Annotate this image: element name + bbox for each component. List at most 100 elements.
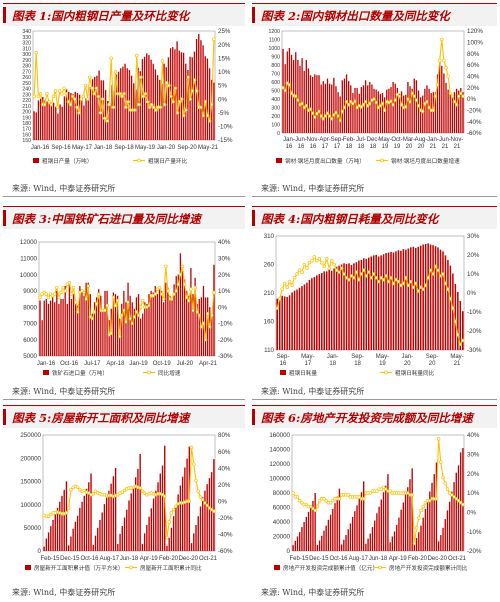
line-point (406, 283, 411, 288)
line-point (158, 105, 163, 110)
line-point (317, 498, 322, 503)
bar (308, 279, 311, 350)
combo-chart-1: 1501601701801902002102202302402502602702… (22, 28, 233, 165)
line-point (291, 491, 295, 495)
line-point (372, 97, 376, 101)
bar (103, 504, 106, 551)
bar (307, 68, 310, 133)
bar (323, 530, 325, 551)
bar (202, 45, 204, 141)
bar (335, 86, 337, 133)
line-point (277, 296, 282, 301)
legend: 粗钢日耗量 粗钢日耗量同比 (280, 369, 435, 377)
bar (356, 87, 358, 133)
legend-swatch-bar (33, 158, 39, 163)
bar (104, 290, 106, 356)
y-tick-label: 120000 (269, 461, 290, 468)
x-tick-label: 19 (379, 361, 386, 367)
y2-tick-label: -30% (218, 353, 233, 360)
line-point (308, 504, 313, 509)
line-point (124, 320, 128, 324)
bar (91, 313, 94, 356)
bar (432, 92, 434, 133)
x-tick-label: May- (450, 354, 463, 360)
bar (281, 295, 283, 350)
line-point (205, 113, 210, 118)
line-point (283, 88, 287, 93)
bar (333, 77, 335, 133)
bar (81, 501, 83, 551)
bar (141, 543, 144, 551)
line-point (203, 100, 208, 104)
line-point (161, 297, 166, 301)
bar (387, 474, 389, 551)
line-point (87, 75, 92, 80)
chart-title-text-6: 房地产开发投资完成额及同比增速 (300, 411, 473, 425)
line-point (171, 100, 175, 104)
bar (461, 311, 464, 350)
bar (453, 92, 456, 133)
bar (407, 82, 409, 133)
line-point (195, 310, 199, 314)
bar (172, 516, 175, 551)
line-point (446, 287, 450, 291)
bar (126, 509, 128, 551)
line-point (394, 277, 398, 282)
line-point (49, 512, 53, 517)
y-tick-label: 80000 (273, 490, 291, 497)
line-point (327, 114, 332, 118)
divider-3 (3, 399, 245, 400)
bar (395, 251, 397, 350)
line-point (347, 277, 351, 282)
line-point (200, 497, 205, 502)
bar (435, 462, 438, 551)
y-tick-label: 600 (271, 80, 280, 86)
line-point (154, 108, 158, 112)
bar (52, 519, 54, 551)
line-point (324, 257, 329, 261)
combo-chart-2: 0 100 200 300 400 500 600 700 800 900 1000 1100 1200… (268, 28, 483, 165)
x-tick-label: Dec-15 (60, 556, 80, 562)
line-point (170, 297, 174, 301)
line-point (94, 302, 99, 306)
chart-header-3: 图表 3:中国铁矿石进口量及同比增速 (3, 206, 245, 229)
line-point (319, 114, 323, 118)
bar (449, 92, 451, 133)
line-point (167, 520, 171, 524)
line-point (386, 279, 391, 284)
x-tick-label: Sep-16 (51, 145, 71, 151)
bar (44, 100, 46, 140)
bar (81, 98, 83, 140)
x-tick-label: Jun- (295, 137, 307, 143)
bar (420, 525, 422, 551)
bar (444, 255, 447, 350)
line-point (421, 287, 425, 291)
line-point (177, 100, 182, 104)
bar (377, 256, 380, 350)
bar (193, 51, 196, 140)
line-point (165, 81, 169, 85)
bar (104, 90, 107, 140)
line-point (368, 491, 373, 495)
bar (396, 87, 398, 133)
x-tick-label: 21 (454, 144, 461, 150)
line-point (300, 270, 304, 274)
bar (306, 282, 308, 350)
y2-tick-label: 10% (467, 490, 480, 497)
x-tick-label: Jul-17 (84, 361, 101, 367)
line-point (363, 100, 368, 104)
bar (442, 251, 444, 350)
line-point (187, 499, 192, 504)
line-point (461, 502, 465, 507)
bar (318, 540, 321, 551)
y2-tick-label: 60% (467, 62, 480, 69)
y-tick-label: 100 (271, 123, 280, 129)
line-point (295, 272, 299, 276)
line-point (157, 285, 162, 290)
legend-label: 房地产开发投资完成额累计值（亿元） (283, 564, 378, 572)
line-point (436, 268, 440, 272)
bar (294, 540, 296, 551)
bar (56, 507, 59, 551)
line-point (191, 308, 195, 313)
line-point (379, 276, 383, 280)
